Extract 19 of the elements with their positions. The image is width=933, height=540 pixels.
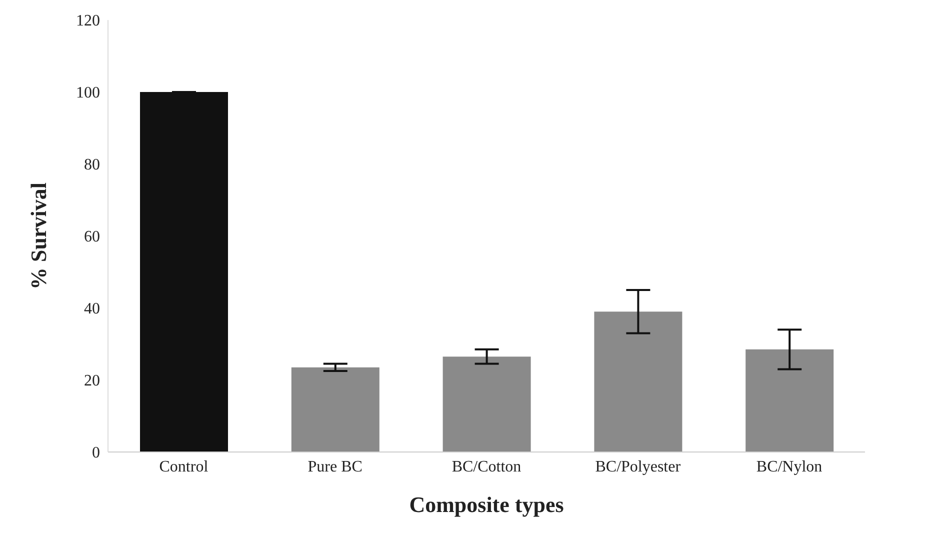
x-tick-label: BC/Cotton bbox=[452, 458, 522, 476]
y-tick-label: 0 bbox=[92, 444, 100, 462]
x-tick-label: Control bbox=[159, 458, 209, 476]
x-tick-label: Pure BC bbox=[308, 458, 362, 476]
bar bbox=[291, 367, 380, 452]
bar bbox=[140, 92, 228, 452]
bar bbox=[442, 356, 531, 452]
x-tick-label: BC/Nylon bbox=[756, 458, 822, 476]
bar bbox=[746, 349, 834, 452]
y-axis-title: % Survival bbox=[26, 182, 51, 290]
y-tick-label: 100 bbox=[76, 84, 100, 102]
y-tick-label: 40 bbox=[84, 300, 100, 318]
y-tick-label: 120 bbox=[76, 12, 100, 30]
y-tick-label: 60 bbox=[84, 228, 100, 246]
bar bbox=[594, 312, 682, 452]
y-tick-label: 80 bbox=[84, 156, 100, 174]
y-tick-label: 20 bbox=[84, 372, 100, 390]
x-axis-title: Composite types bbox=[409, 492, 564, 517]
x-tick-label: BC/Polyester bbox=[595, 458, 682, 476]
